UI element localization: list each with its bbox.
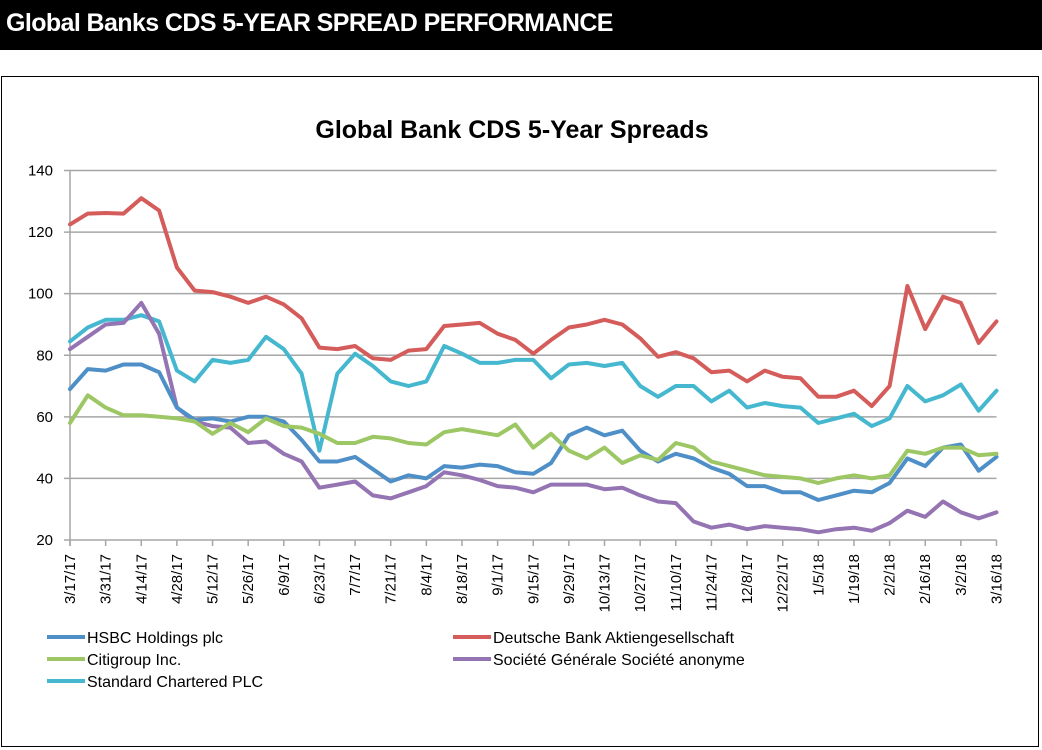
- y-tick-label: 80: [36, 347, 53, 364]
- x-tick-label: 7/21/17: [383, 554, 400, 604]
- x-tick-label: 1/5/18: [810, 554, 827, 596]
- page-title: Global Banks CDS 5-YEAR SPREAD PERFORMAN…: [6, 9, 613, 37]
- x-tick-label: 10/13/17: [597, 554, 614, 612]
- legend-item: Standard Chartered PLC: [47, 674, 263, 691]
- series-line-0: [68, 362, 999, 502]
- x-tick-label: 7/7/17: [347, 554, 364, 596]
- y-tick-label: 120: [28, 224, 53, 241]
- x-tick-label: 12/22/17: [775, 554, 792, 612]
- series-lines: [68, 196, 999, 535]
- y-tick-label: 20: [36, 532, 53, 549]
- legend-label: Société Générale Société anonyme: [493, 652, 745, 669]
- x-tick-label: 12/8/17: [739, 554, 756, 604]
- legend-label: Standard Chartered PLC: [87, 674, 263, 691]
- x-tick-label: 4/14/17: [133, 554, 150, 604]
- x-tick-label: 3/17/17: [62, 554, 79, 604]
- x-tick-label: 6/9/17: [276, 554, 293, 596]
- x-tick-label: 9/1/17: [490, 554, 507, 596]
- legend-item: Deutsche Bank Aktiengesellschaft: [453, 630, 735, 647]
- y-axis: 20 40 60 80 100 120 140: [28, 163, 71, 549]
- x-tick-label: 3/2/18: [953, 554, 970, 596]
- x-tick-label: 4/28/17: [169, 554, 186, 604]
- x-tick-label: 10/27/17: [632, 554, 649, 612]
- x-tick-label: 1/19/18: [846, 554, 863, 604]
- gridlines: [64, 169, 997, 541]
- x-axis: 3/17/17 3/31/17 4/14/17 4/28/17 5/12/17 5/26/…: [62, 540, 1006, 612]
- series-line-4: [68, 313, 999, 453]
- x-tick-label: 5/26/17: [240, 554, 257, 604]
- legend-label: Citigroup Inc.: [87, 652, 181, 669]
- y-tick-label: 40: [36, 470, 53, 487]
- x-tick-label: 2/2/18: [882, 554, 899, 596]
- x-tick-label: 8/4/17: [418, 554, 435, 596]
- series-line-1: [68, 196, 999, 409]
- x-tick-label: 11/10/17: [668, 554, 685, 611]
- chart-title: Global Bank CDS 5-Year Spreads: [315, 116, 708, 144]
- y-tick-label: 60: [36, 409, 53, 426]
- legend-label: Deutsche Bank Aktiengesellschaft: [493, 630, 735, 647]
- x-tick-label: 5/12/17: [205, 554, 222, 604]
- x-tick-label: 2/16/18: [917, 554, 934, 604]
- x-tick-label: 9/29/17: [561, 554, 578, 604]
- y-tick-label: 100: [28, 286, 53, 303]
- y-tick-label: 140: [28, 163, 53, 180]
- legend-label: HSBC Holdings plc: [87, 630, 223, 647]
- legend-item: HSBC Holdings plc: [47, 630, 223, 647]
- legend-item: Citigroup Inc.: [47, 652, 181, 669]
- chart-frame: [1, 76, 1039, 747]
- x-tick-label: 6/23/17: [311, 554, 328, 604]
- series-line-2: [68, 393, 999, 485]
- legend: HSBC Holdings plc Deutsche Bank Aktienges…: [47, 630, 745, 691]
- x-tick-label: 3/31/17: [98, 554, 115, 604]
- x-tick-label: 11/24/17: [703, 554, 720, 611]
- x-tick-label: 8/18/17: [454, 554, 471, 604]
- x-tick-label: 3/16/18: [989, 554, 1006, 604]
- x-tick-label: 9/15/17: [525, 554, 542, 604]
- header-bar: Global Banks CDS 5-YEAR SPREAD PERFORMAN…: [0, 0, 1042, 50]
- legend-item: Société Générale Société anonyme: [453, 652, 745, 669]
